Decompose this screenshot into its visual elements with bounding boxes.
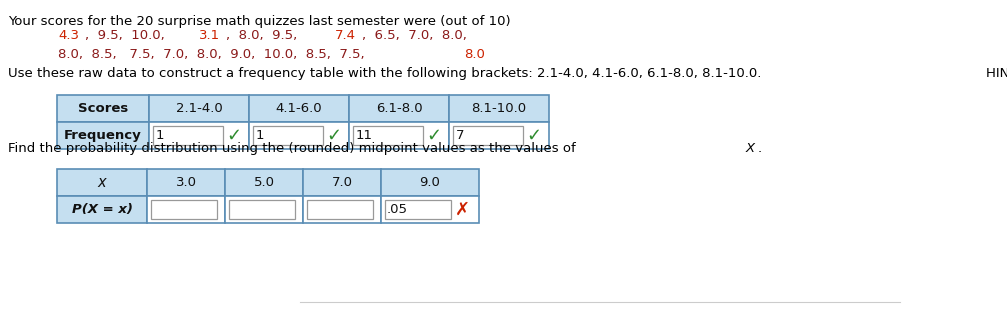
Bar [381, 196, 479, 223]
Bar [249, 95, 349, 122]
Bar [353, 126, 423, 145]
Text: 3.1: 3.1 [199, 29, 221, 42]
Text: 8.1-10.0: 8.1-10.0 [471, 102, 527, 115]
Text: 8.0,  8.5,   7.5,  7.0,  8.0,  9.0,  10.0,  8.5,  7.5,: 8.0, 8.5, 7.5, 7.0, 8.0, 9.0, 10.0, 8.5,… [58, 48, 374, 61]
Bar [381, 169, 479, 196]
Text: 7.0: 7.0 [331, 176, 352, 189]
Text: 4.1-6.0: 4.1-6.0 [276, 102, 322, 115]
Text: Your scores for the 20 surprise math quizzes last semester were (out of 10): Your scores for the 20 surprise math qui… [8, 15, 511, 28]
Text: ✓: ✓ [526, 126, 541, 144]
Text: ,  6.5,  7.0,  8.0,: , 6.5, 7.0, 8.0, [362, 29, 466, 42]
Text: 1: 1 [256, 129, 265, 142]
Text: Use these raw data to construct a frequency table with the following brackets: 2: Use these raw data to construct a freque… [8, 67, 765, 80]
Bar [225, 169, 303, 196]
Text: x: x [98, 175, 107, 190]
Text: ✗: ✗ [455, 201, 470, 219]
Bar [303, 169, 381, 196]
Text: ✓: ✓ [426, 126, 441, 144]
Text: 1: 1 [156, 129, 164, 142]
Text: 2.1-4.0: 2.1-4.0 [175, 102, 223, 115]
Bar [149, 95, 249, 122]
Bar [349, 122, 449, 149]
Bar [253, 126, 323, 145]
Text: 11: 11 [356, 129, 373, 142]
Bar [153, 126, 223, 145]
Text: P(X = x): P(X = x) [71, 203, 133, 216]
Text: HINT [See Example 5.]: HINT [See Example 5.] [986, 67, 1007, 80]
Text: 6.1-8.0: 6.1-8.0 [376, 102, 422, 115]
Bar [303, 196, 381, 223]
Bar [57, 122, 149, 149]
Bar [385, 200, 451, 219]
Bar [349, 95, 449, 122]
Bar [449, 95, 549, 122]
Bar [149, 122, 249, 149]
Text: ✓: ✓ [326, 126, 341, 144]
Text: 4.3: 4.3 [58, 29, 79, 42]
Text: Find the probability distribution using the (rounded) midpoint values as the val: Find the probability distribution using … [8, 142, 580, 155]
Text: .05: .05 [387, 203, 408, 216]
Text: Scores: Scores [78, 102, 128, 115]
Text: ,  8.0,  9.5,: , 8.0, 9.5, [227, 29, 310, 42]
Bar [57, 95, 149, 122]
Bar [225, 196, 303, 223]
Text: 7.4: 7.4 [334, 29, 355, 42]
Bar [57, 169, 147, 196]
Text: 9.0: 9.0 [420, 176, 440, 189]
Bar [147, 196, 225, 223]
Text: X: X [746, 142, 755, 155]
Bar [151, 200, 217, 219]
Text: 8.0: 8.0 [464, 48, 485, 61]
Bar [307, 200, 373, 219]
Bar [449, 122, 549, 149]
Text: ✓: ✓ [226, 126, 241, 144]
Bar [57, 196, 147, 223]
Text: Frequency: Frequency [64, 129, 142, 142]
Text: 3.0: 3.0 [175, 176, 196, 189]
Bar [147, 169, 225, 196]
Text: 7: 7 [456, 129, 464, 142]
Text: 5.0: 5.0 [254, 176, 275, 189]
Bar [249, 122, 349, 149]
Text: ,  9.5,  10.0,: , 9.5, 10.0, [86, 29, 173, 42]
Bar [229, 200, 295, 219]
Text: .: . [758, 142, 762, 155]
Bar [453, 126, 523, 145]
